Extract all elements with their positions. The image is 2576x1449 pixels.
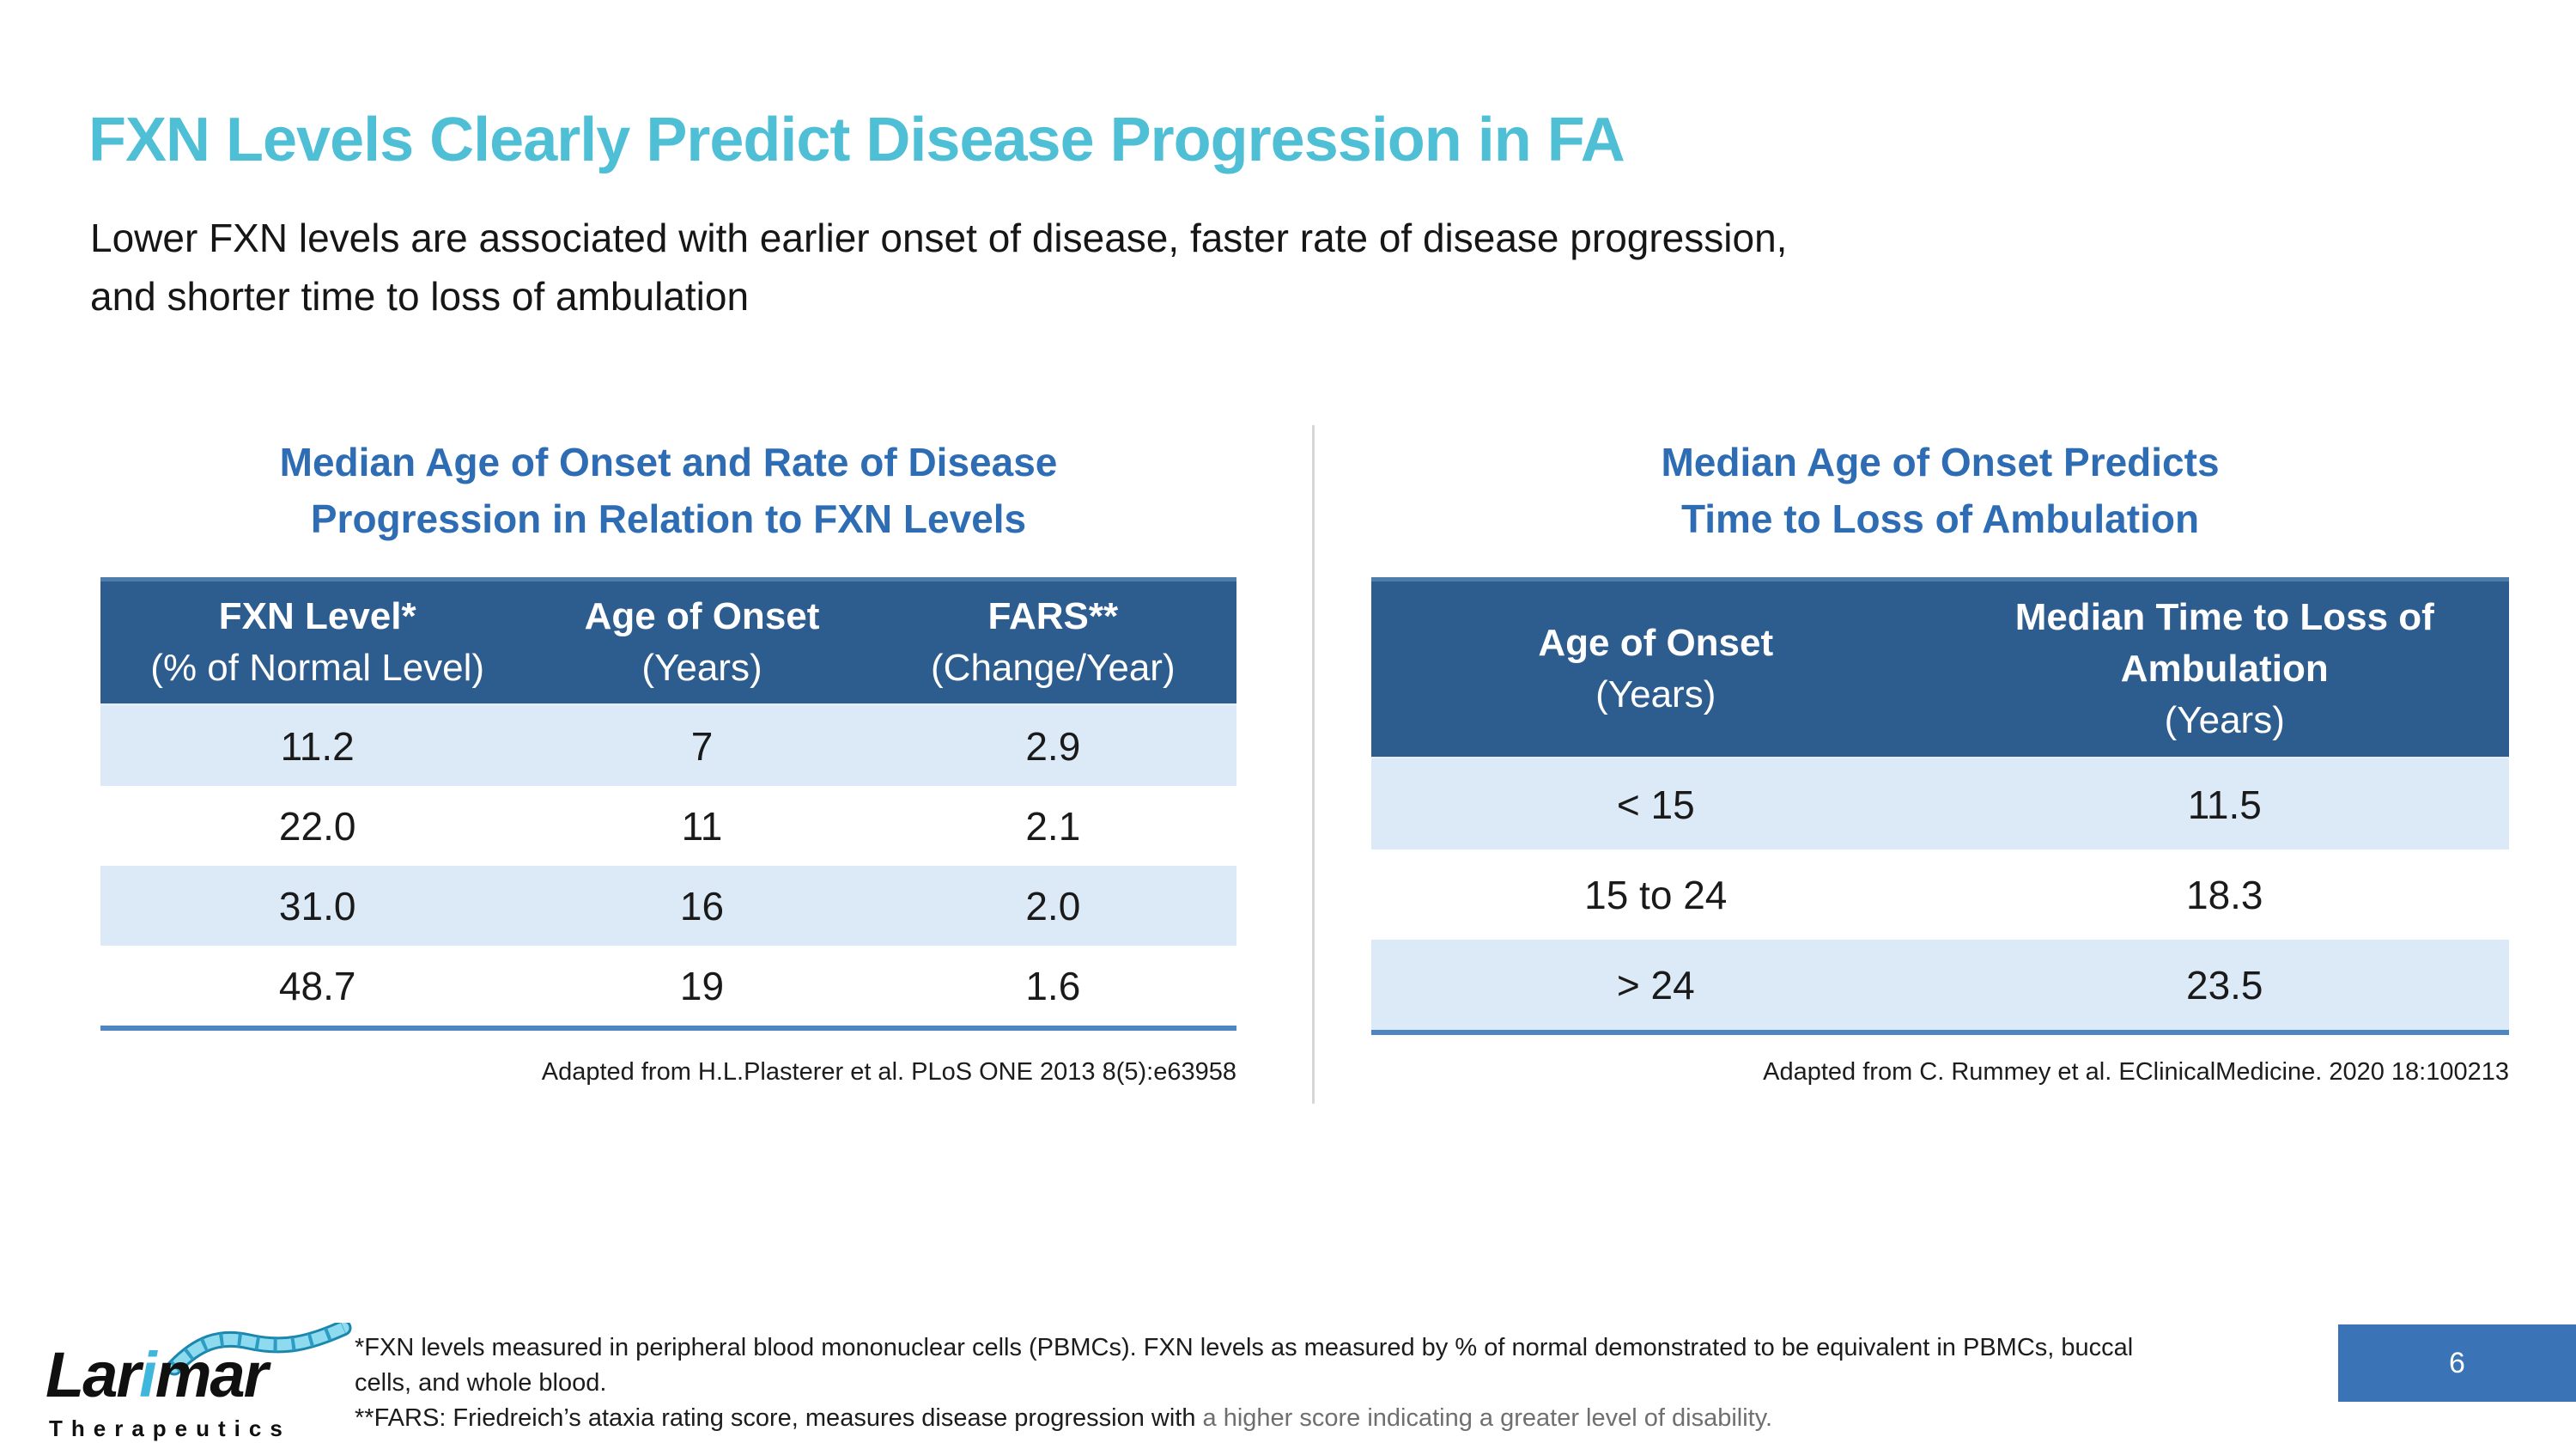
- table-row: 22.0 11 2.1: [100, 786, 1236, 866]
- header-cell-fxn-level: FXN Level* (% of Normal Level): [100, 581, 534, 703]
- header-subtitle: (% of Normal Level): [150, 647, 485, 689]
- right-panel-title-line-1: Median Age of Onset Predicts: [1661, 440, 2220, 484]
- vertical-divider: [1312, 425, 1315, 1104]
- table-cell: 31.0: [278, 883, 356, 928]
- left-panel-title: Median Age of Onset and Rate of Disease …: [100, 434, 1236, 547]
- footnote-1-line-1: *FXN levels measured in peripheral blood…: [355, 1334, 2134, 1361]
- table-cell: 11: [681, 803, 723, 849]
- table-row: 11.2 7 2.9: [100, 706, 1236, 786]
- header-subtitle: (Years): [2164, 699, 2285, 741]
- table-cell: 18.3: [2185, 872, 2263, 917]
- header-cell-median-time-loss-ambulation: Median Time to Loss of Ambulation (Years…: [1941, 581, 2510, 757]
- logo-text-prefix: Lar: [46, 1339, 141, 1410]
- header-title: Age of Onset: [1538, 622, 1774, 664]
- table-cell: 2.0: [1025, 883, 1081, 928]
- header-cell-age-of-onset: Age of Onset (Years): [534, 581, 869, 703]
- table-cell: 22.0: [278, 803, 356, 849]
- subtitle-line-2: and shorter time to loss of ambulation: [90, 274, 750, 319]
- right-panel-title: Median Age of Onset Predicts Time to Los…: [1371, 434, 2509, 547]
- header-title: FARS**: [987, 595, 1119, 637]
- footnotes: *FXN levels measured in peripheral blood…: [355, 1330, 2398, 1436]
- left-panel-title-line-1: Median Age of Onset and Rate of Disease: [279, 440, 1058, 484]
- slide-title: FXN Levels Clearly Predict Disease Progr…: [88, 106, 1625, 174]
- table-cell: > 24: [1616, 962, 1695, 1008]
- slide-subtitle: Lower FXN levels are associated with ear…: [90, 209, 1787, 326]
- logo-text-i: i: [139, 1339, 157, 1410]
- header-subtitle: (Change/Year): [931, 647, 1176, 689]
- table-cell: 11.2: [280, 723, 355, 769]
- logo-wordmark: Larimar: [46, 1338, 269, 1411]
- header-cell-age-of-onset: Age of Onset (Years): [1371, 581, 1941, 757]
- table-cell: 16: [679, 883, 725, 928]
- footnote-2-black: **FARS: Friedreich’s ataxia rating score…: [355, 1404, 1203, 1432]
- table-cell: 19: [679, 963, 725, 1008]
- header-title: Median Time to Loss of Ambulation: [2014, 596, 2434, 690]
- fxn-levels-table: FXN Level* (% of Normal Level) Age of On…: [100, 577, 1236, 1031]
- header-subtitle: (Years): [1595, 673, 1716, 715]
- header-title: FXN Level*: [218, 595, 416, 637]
- table-row: 48.7 19 1.6: [100, 946, 1236, 1026]
- table-cell: 48.7: [278, 963, 356, 1008]
- header-title: Age of Onset: [584, 595, 820, 637]
- table-row: 31.0 16 2.0: [100, 866, 1236, 946]
- table-cell: 1.6: [1025, 963, 1081, 1008]
- table-row: 15 to 24 18.3: [1371, 849, 2509, 940]
- table-row: > 24 23.5: [1371, 940, 2509, 1030]
- logo-text-suffix: mar: [155, 1339, 269, 1410]
- table-cell: < 15: [1616, 782, 1695, 827]
- larimar-logo: Larimar Therapeutics: [39, 1323, 352, 1441]
- table-row: < 15 11.5: [1371, 759, 2509, 849]
- dna-helix-ribbon-icon: [167, 1323, 352, 1376]
- page-number: 6: [2449, 1346, 2465, 1379]
- right-table-source-caption: Adapted from C. Rummey et al. EClinicalM…: [1763, 1058, 2509, 1086]
- footnote-2: **FARS: Friedreich’s ataxia rating score…: [355, 1401, 2398, 1436]
- table-cell: 7: [690, 723, 714, 769]
- table-header-row: FXN Level* (% of Normal Level) Age of On…: [100, 577, 1236, 706]
- header-subtitle: (Years): [641, 647, 762, 689]
- right-panel-title-line-2: Time to Loss of Ambulation: [1680, 496, 2200, 541]
- header-cell-fars: FARS** (Change/Year): [870, 581, 1236, 703]
- page-number-badge: 6: [2338, 1324, 2576, 1402]
- table-header-row: Age of Onset (Years) Median Time to Loss…: [1371, 577, 2509, 759]
- left-table-source-caption: Adapted from H.L.Plasterer et al. PLoS O…: [541, 1058, 1236, 1086]
- table-cell: 15 to 24: [1584, 872, 1728, 917]
- footnote-2-gray: a higher score indicating a greater leve…: [1202, 1404, 1773, 1432]
- ambulation-table: Age of Onset (Years) Median Time to Loss…: [1371, 577, 2509, 1035]
- table-cell: 2.9: [1025, 723, 1081, 769]
- subtitle-line-1: Lower FXN levels are associated with ear…: [90, 216, 1788, 260]
- table-cell: 11.5: [2187, 782, 2262, 827]
- left-panel-title-line-2: Progression in Relation to FXN Levels: [310, 496, 1027, 541]
- logo-tagline: Therapeutics: [49, 1416, 291, 1441]
- footnote-1-line-2: cells, and whole blood.: [355, 1369, 607, 1397]
- table-cell: 23.5: [2185, 962, 2263, 1008]
- table-cell: 2.1: [1025, 803, 1081, 849]
